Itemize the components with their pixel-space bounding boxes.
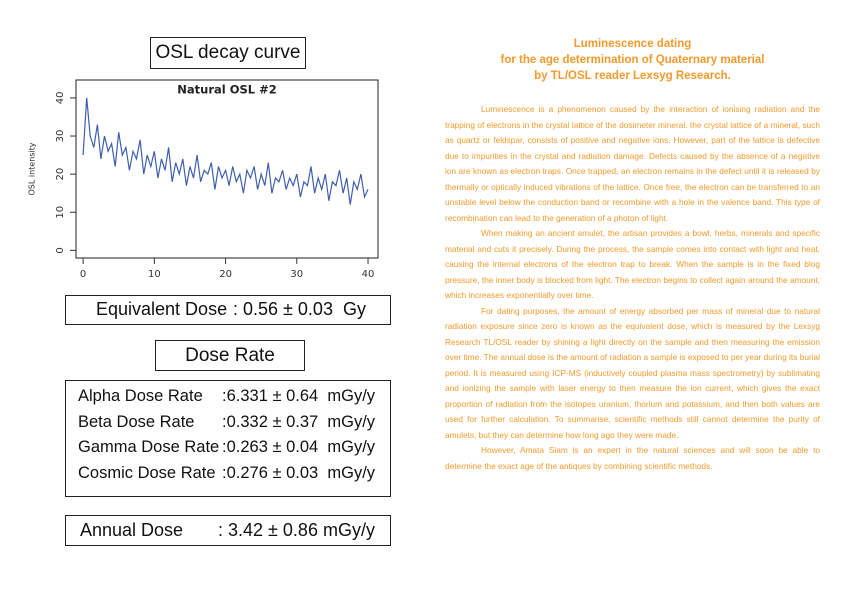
- article-paragraph: Luminescence is a phenomenon caused by t…: [445, 104, 820, 223]
- y-tick-label: 0: [55, 247, 66, 253]
- dose-rate-value: :0.332 ± 0.37 mGy/y: [222, 412, 376, 431]
- y-axis-label: OSL intensity: [28, 142, 37, 195]
- annual-dose-label: Annual Dose: [80, 520, 184, 540]
- equivalent-dose-box: Equivalent Dose : 0.56 ± 0.03 Gy: [65, 295, 391, 325]
- y-tick-label: 30: [55, 130, 66, 143]
- article: Luminescence dating for the age determina…: [445, 36, 820, 474]
- x-tick-label: 40: [362, 269, 375, 280]
- y-tick-label: 10: [55, 206, 66, 219]
- dose-rate-table: Alpha Dose Rate :6.331 ± 0.64 mGy/y Beta D…: [65, 380, 391, 497]
- plot-frame: [75, 79, 379, 259]
- article-title-line: for the age determination of Quaternary …: [500, 54, 765, 66]
- dose-rate-label: Alpha Dose Rate: [78, 387, 203, 405]
- article-title-line: by TL/OSL reader Lexsyg Research.: [534, 70, 731, 82]
- annual-dose-value: : 3.42 ± 0.86 mGy/y: [218, 520, 375, 540]
- x-tick-label: 0: [80, 269, 86, 280]
- dose-rate-label: Beta Dose Rate: [78, 412, 195, 431]
- signal-line: [82, 97, 369, 205]
- article-paragraph: However, Amata Siam is an expert in the …: [445, 445, 820, 471]
- y-tick-label: 40: [55, 92, 66, 105]
- article-paragraph: For dating purposes, the amount of energ…: [445, 305, 820, 440]
- spacer: [445, 84, 820, 102]
- y-tick-label: 20: [55, 168, 66, 181]
- article-title-line: Luminescence dating: [573, 38, 692, 50]
- x-tick-label: 20: [219, 269, 232, 280]
- equivalent-dose-label: Equivalent Dose: [96, 299, 228, 319]
- dose-rate-value: :6.331 ± 0.64 mGy/y: [222, 387, 376, 405]
- dose-rate-label: Cosmic Dose Rate: [78, 463, 216, 482]
- chart: Natural OSL #2 OSL intensity 0 10 20 30 40 0 10 2…: [28, 79, 379, 280]
- x-tick-label: 10: [148, 269, 161, 280]
- annual-dose-box: Annual Dose : 3.42 ± 0.86 mGy/y: [65, 515, 391, 546]
- chart-title: Natural OSL #2: [177, 83, 276, 97]
- osl-heading: OSL decay curve: [150, 37, 306, 69]
- dose-rate-label: Gamma Dose Rate: [78, 438, 220, 456]
- dose-rate-value: :0.276 ± 0.03 mGy/y: [222, 463, 376, 482]
- dose-rate-value: :0.263 ± 0.04 mGy/y: [222, 438, 376, 456]
- article-paragraph: When making an ancient amulet, the artis…: [445, 228, 820, 300]
- equivalent-dose-value: : 0.56 ± 0.03 Gy: [233, 299, 366, 319]
- x-tick-label: 30: [290, 269, 303, 280]
- dose-rate-heading: Dose Rate: [155, 340, 305, 371]
